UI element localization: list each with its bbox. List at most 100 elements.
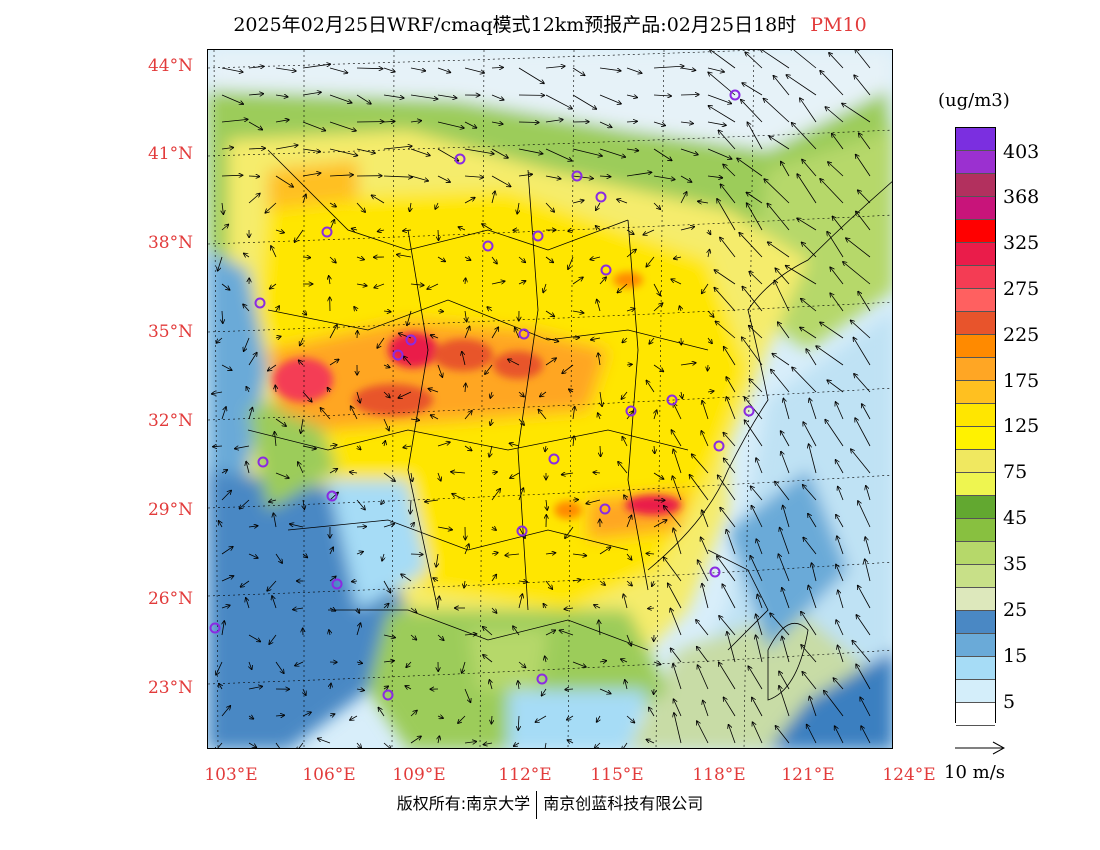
wind-arrow [653,364,663,371]
wind-arrow [505,554,520,555]
wind-arrow [674,699,682,717]
wind-arrow [782,588,790,609]
wind-arrow [572,277,583,285]
wind-arrow [858,292,871,312]
wind-arrow [572,148,602,156]
wind-arrow [827,380,844,393]
wind-arrow [275,230,284,233]
wind-arrow [437,442,450,447]
wind-arrow [572,311,584,313]
wind-arrow [405,686,412,689]
wind-arrow [535,715,547,722]
wind-arrow [671,279,682,285]
legend-swatch [956,128,995,151]
wind-arrow [464,198,475,204]
wind-arrow [647,740,655,744]
wind-arrow [626,172,652,177]
wind-reference-label: 10 m/s [944,762,1005,783]
wind-arrow [729,725,736,744]
wind-arrow [718,475,736,501]
wind-arrow [862,404,871,420]
wind-arrow [459,227,466,230]
wind-arrow [271,246,277,258]
wind-arrow [302,445,316,449]
wind-arrow [599,67,621,71]
wind-arrow [626,309,635,312]
wind-arrow [698,665,709,690]
legend-swatch [956,703,995,726]
wind-arrow [383,661,394,662]
wind-arrow [697,721,709,744]
wind-arrow [383,580,391,593]
wind-arrow [383,742,391,748]
wind-arrow [594,605,601,608]
wind-arrow [824,691,844,717]
wind-arrow [707,337,712,343]
wind-arrow [680,363,696,365]
wind-arrow [328,388,331,392]
wind-reference-arrow [955,741,1005,755]
wind-arrow [707,94,731,104]
pm10-field [208,50,892,748]
legend-label: 35 [1003,553,1028,575]
wind-arrow [249,716,253,719]
wind-arrow [437,175,450,182]
wind-arrow [356,499,365,510]
wind-arrow [302,391,312,402]
wind-arrow [756,614,763,636]
wind-arrow [750,556,763,582]
wind-arrow [565,526,574,538]
wind-arrow [216,337,223,343]
legend-label: 25 [1003,599,1028,621]
wind-arrow [779,686,790,717]
wind-arrow [837,536,844,555]
wind-arrow [751,486,763,501]
wind-arrow [595,742,601,748]
wind-arrow [708,230,711,234]
wind-arrow [707,121,726,125]
wind-arrow [792,367,817,393]
wind-arrow [764,179,790,204]
legend-label: 45 [1003,507,1028,529]
wind-arrow [626,553,632,560]
wind-arrow [596,202,601,210]
legend-swatch [956,335,995,358]
wind-arrow [593,472,601,473]
wind-arrow [267,580,277,591]
lon-label-106: 106°E [302,765,356,785]
wind-arrow [410,121,421,122]
wind-arrow [540,391,547,397]
wind-arrow [303,688,306,695]
wind-arrow [275,385,276,393]
lon-label-124: 124°E [882,765,936,785]
wind-arrow [383,472,395,481]
wind-arrow [599,277,606,285]
wind-arrow [707,67,724,72]
wind-arrow [482,224,493,231]
wind-arrow [573,436,574,447]
wind-arrow [569,389,573,392]
wind-arrow [383,365,390,368]
wind-arrow [383,604,389,609]
wind-arrow [756,635,763,663]
wind-arrow [517,202,519,214]
wind-arrow [212,392,223,394]
wind-arrow [626,121,637,122]
wind-arrow [302,173,321,177]
wind-arrow [518,391,524,397]
wind-arrow [491,607,497,613]
wind-arrow [221,364,232,370]
wind-arrow [623,594,628,609]
lat-label-23: 23°N [147,678,193,698]
wind-arrow [435,202,438,209]
wind-arrow [275,661,284,673]
wind-arrow [403,230,412,231]
wind-vectors [212,50,871,748]
wind-arrow [491,553,498,554]
wind-arrow [617,199,628,204]
wind-arrow [518,122,539,123]
legend-swatch [956,220,995,243]
wind-arrow [352,229,358,230]
wind-arrow [378,708,385,717]
wind-arrow [490,418,492,425]
